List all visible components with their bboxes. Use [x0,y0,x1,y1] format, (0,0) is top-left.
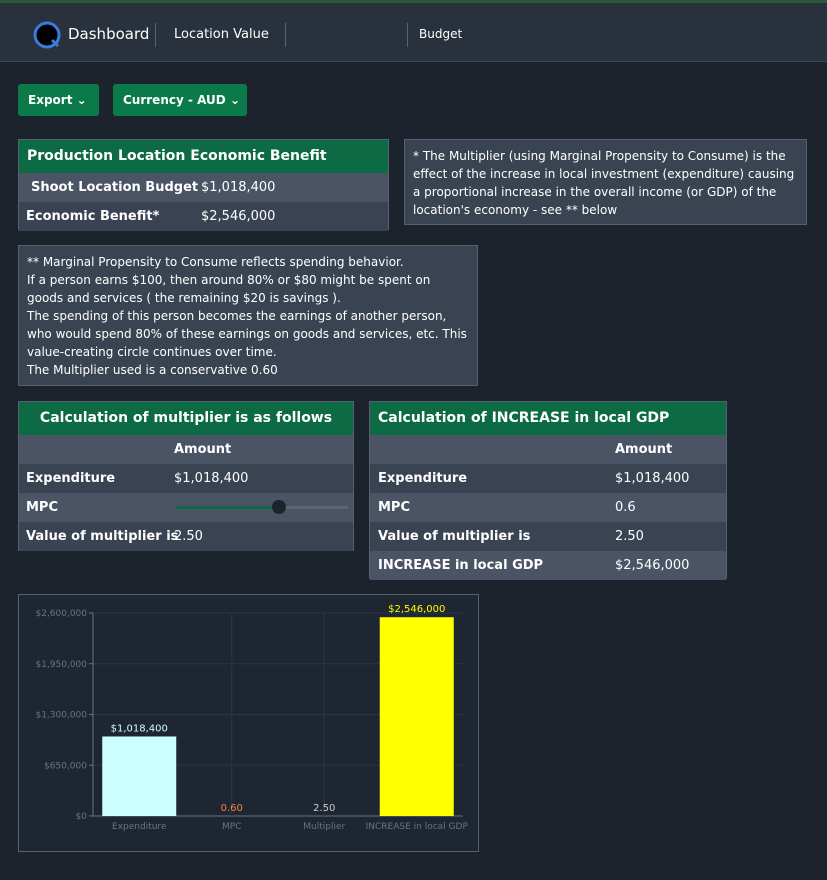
chart: $0 $650,000 $1,300,000 $1,950,000 $2,600,000… [18,594,479,852]
cell: Economic Benefit* [26,209,160,224]
note-line: The Multiplier used is a conservative 0.… [27,363,278,377]
x-tick-label: Expenditure [112,822,167,832]
table-row: Shoot Location Budget $1,018,400 [19,173,388,202]
table-title: Calculation of INCREASE in local GDP (in… [370,402,726,459]
value-label: $2,546,000 [388,604,445,615]
table-header: Amount [370,435,726,464]
table-row: INCREASE in local GDP $2,546,000 [370,551,726,580]
cell: INCREASE in local GDP [378,558,544,573]
export-button[interactable]: Export ⌄ [18,84,99,116]
button-label: Export [28,93,73,107]
nav-bar: Dashboard Location Value Budget [0,0,827,62]
y-tick-label: $0 [76,812,88,822]
cell: $1,018,400 [174,471,249,486]
slider-fill [176,506,280,509]
y-tick-label: $1,300,000 [35,711,87,721]
table-title: Calculation of multiplier is as follows [19,402,353,435]
table-row: Economic Benefit* $2,546,000 [19,202,388,231]
cell: Shoot Location Budget [31,180,199,195]
slider-knob[interactable] [272,500,287,514]
cell: 0.6 [615,500,636,515]
table-row: MPC 0.6 [370,493,726,522]
table-row: MPC [19,493,353,522]
cell: $1,018,400 [201,180,276,195]
multiplier-table: Calculation of multiplier is as follows … [18,401,354,551]
value-label: 0.60 [221,803,243,814]
note: * The Multiplier (using Marginal Propens… [404,139,807,225]
header-cell: Amount [174,442,232,457]
table-title: Production Location Economic Benefit Mul… [19,140,388,197]
bar [102,736,177,816]
gdp-table: Calculation of INCREASE in local GDP (in… [369,401,727,580]
table-row: Value of multiplier is 2.50 [370,522,726,551]
bar [379,617,454,816]
nav-link[interactable]: Budget [419,27,463,41]
table-row: Value of multiplier is 2.50 [19,522,353,551]
y-tick-label: $2,600,000 [35,609,87,619]
cell: Value of multiplier is [26,529,179,544]
logo [33,21,61,49]
cell: $2,546,000 [201,209,276,224]
nav-link[interactable]: Location Value [174,27,269,42]
note-line: ** Marginal Propensity to Consume reflec… [27,255,404,269]
benefit-table: Production Location Economic Benefit Mul… [18,139,389,231]
cell: 2.50 [615,529,644,544]
x-tick-label: Multiplier [303,822,345,832]
header-cell: Amount [615,442,673,457]
y-tick-label: $1,950,000 [35,660,87,670]
button-label: Currency - AUD [123,93,226,107]
x-tick-label: MPC [222,822,241,832]
cell: $1,018,400 [615,471,690,486]
cell: Expenditure [26,471,116,486]
table-row: Expenditure $1,018,400 [19,464,353,493]
brand[interactable]: Dashboard [68,25,150,43]
value-label: 2.50 [313,803,335,814]
cell: Expenditure [378,471,468,486]
slider-track[interactable] [176,500,348,514]
note-line: The spending of this person becomes the … [27,309,467,359]
table-header: Amount [19,435,353,464]
cell: 2.50 [174,529,203,544]
cell: MPC [378,500,411,515]
note: ** Marginal Propensity to Consume reflec… [18,245,478,386]
table-row: Expenditure $1,018,400 [370,464,726,493]
cell: Value of multiplier is [378,529,531,544]
cell: $2,546,000 [615,558,690,573]
y-tick-label: $650,000 [44,761,87,771]
x-tick-label: INCREASE in local GDP [366,822,469,832]
value-label: $1,018,400 [111,723,168,734]
currency-button[interactable]: Currency - AUD ⌄ [113,84,247,116]
note-line: If a person earns $100, then around 80% … [27,273,431,305]
cell: MPC [26,500,59,515]
